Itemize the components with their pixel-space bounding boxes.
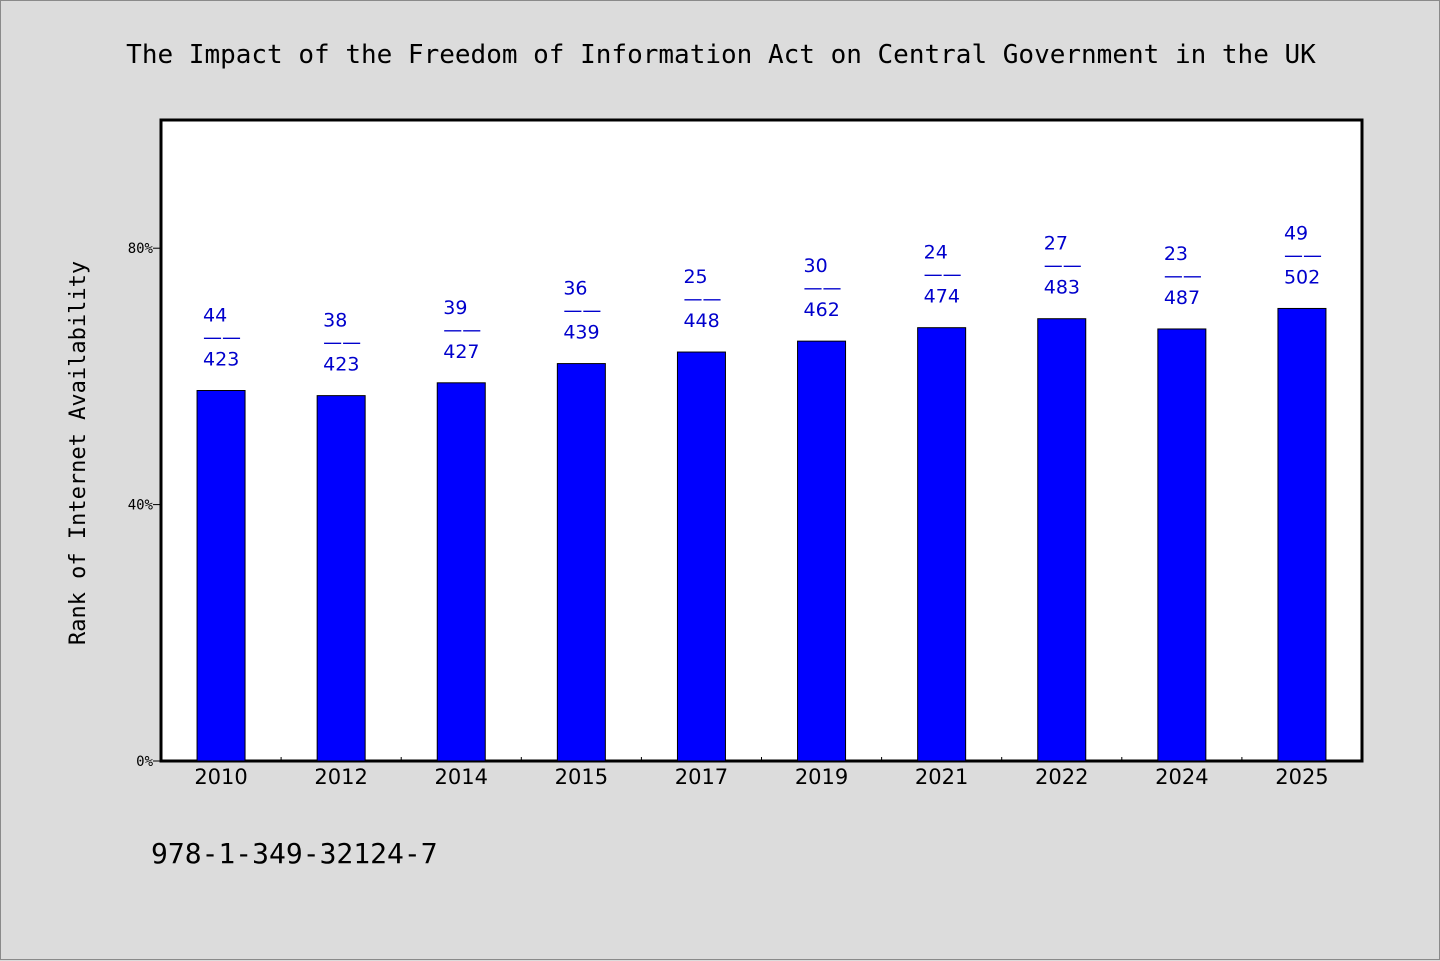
data-label-denominator: 439	[563, 322, 599, 344]
data-label-numerator: 27	[1044, 233, 1068, 255]
data-label-denominator: 474	[924, 286, 960, 308]
x-tick-label: 2017	[675, 765, 728, 789]
data-label-denominator: 483	[1044, 277, 1080, 299]
x-tick-label: 2015	[555, 765, 608, 789]
x-tick-label: 2012	[314, 765, 367, 789]
y-tick-label: 80%	[128, 241, 154, 257]
data-labels: 44——42338——42339——42736——43925——44830——4…	[203, 222, 1322, 375]
data-label-separator: ——	[1164, 265, 1202, 287]
x-tick-label: 2010	[194, 765, 247, 789]
bar	[1037, 318, 1087, 762]
x-tick-label: 2014	[435, 765, 488, 789]
data-label-denominator: 502	[1284, 266, 1320, 288]
data-label-numerator: 24	[924, 242, 948, 264]
data-label-separator: ——	[1044, 255, 1082, 277]
bar	[797, 340, 847, 762]
bar	[676, 351, 726, 762]
data-label-denominator: 427	[443, 341, 479, 363]
bars	[196, 307, 1327, 762]
data-label-denominator: 487	[1164, 287, 1200, 309]
data-label-numerator: 44	[203, 305, 227, 327]
x-axis-ticks: 2010 2012 2014 2015 2017 2019 2021 2022 2024 2025	[194, 757, 1329, 789]
data-label-separator: ——	[924, 264, 962, 286]
data-label-numerator: 39	[443, 297, 467, 319]
bar	[556, 363, 606, 762]
x-tick-label: 2021	[915, 765, 968, 789]
bar	[196, 390, 246, 762]
x-tick-label: 2019	[795, 765, 848, 789]
data-label-denominator: 423	[203, 349, 239, 371]
bar	[1277, 307, 1327, 762]
data-label-separator: ——	[683, 288, 721, 310]
data-label-separator: ——	[203, 327, 241, 349]
bar	[316, 395, 366, 762]
data-label-denominator: 462	[804, 299, 840, 321]
data-label-denominator: 423	[323, 354, 359, 376]
data-label-separator: ——	[443, 319, 481, 341]
y-tick-label: 0%	[136, 754, 153, 770]
data-label-numerator: 30	[804, 255, 828, 277]
bar	[917, 327, 967, 762]
data-label-separator: ——	[804, 277, 842, 299]
bar	[1157, 328, 1207, 762]
footnote: 978-1-349-32124-7	[151, 837, 438, 870]
chart-title: The Impact of the Freedom of Information…	[126, 40, 1316, 70]
data-label-separator: ——	[1284, 244, 1322, 266]
data-label-numerator: 36	[563, 278, 587, 300]
y-axis-label: Rank of Internet Availability	[66, 261, 91, 645]
data-label-numerator: 23	[1164, 243, 1188, 265]
data-label-numerator: 38	[323, 310, 347, 332]
data-label-separator: ——	[563, 300, 601, 322]
data-label-denominator: 448	[683, 310, 719, 332]
x-tick-label: 2024	[1155, 765, 1208, 789]
bar	[436, 382, 486, 762]
data-label-separator: ——	[323, 332, 361, 354]
data-label-numerator: 25	[683, 266, 707, 288]
x-tick-label: 2022	[1035, 765, 1088, 789]
y-axis-ticks: 0% 40% 80%	[128, 241, 161, 770]
data-label-numerator: 49	[1284, 222, 1308, 244]
x-tick-label: 2025	[1275, 765, 1328, 789]
y-tick-label: 40%	[128, 498, 154, 514]
